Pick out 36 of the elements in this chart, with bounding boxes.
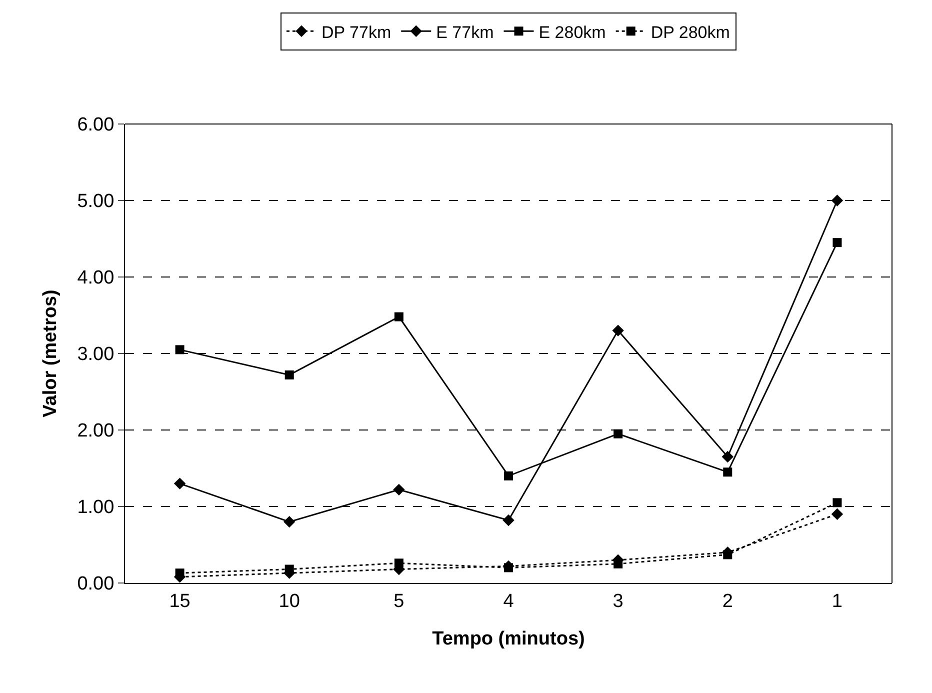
legend-label: DP 280km (650, 22, 730, 42)
point (831, 194, 844, 206)
legend-label: E 77km (436, 22, 494, 42)
y-tick-label: 2.00 (77, 420, 114, 442)
x-tick-label: 5 (394, 590, 404, 612)
point (723, 468, 732, 477)
point (832, 238, 842, 248)
y-tick-label: 6.00 (77, 114, 114, 136)
point (831, 508, 844, 520)
x-tick-label: 2 (722, 590, 733, 612)
legend-label: DP 77km (322, 22, 392, 42)
point (832, 498, 842, 508)
point (502, 514, 514, 526)
y-tick-label: 3.00 (77, 344, 114, 366)
x-tick-label: 4 (503, 590, 514, 612)
x-tick-label: 1 (832, 590, 842, 612)
point (175, 345, 184, 354)
point (284, 370, 294, 380)
x-tick-label: 15 (169, 590, 190, 612)
y-tick-label: 4.00 (77, 268, 114, 289)
y-tick-label: 1.00 (77, 497, 114, 518)
x-axis-title: Tempo (minutos) (432, 628, 585, 650)
y-axis-title: Valor (metros) (40, 290, 62, 418)
legend-label: E 280km (538, 22, 606, 42)
point (394, 312, 404, 322)
point (504, 471, 513, 480)
point (284, 516, 296, 528)
point (393, 484, 405, 496)
x-tick-label: 3 (612, 590, 624, 612)
point (614, 429, 623, 438)
x-tick-label: 10 (278, 590, 300, 612)
y-tick-label: 0.00 (77, 574, 114, 595)
point (174, 478, 186, 490)
y-tick-label: 5.00 (77, 191, 114, 212)
point (612, 324, 624, 336)
point (722, 450, 734, 463)
